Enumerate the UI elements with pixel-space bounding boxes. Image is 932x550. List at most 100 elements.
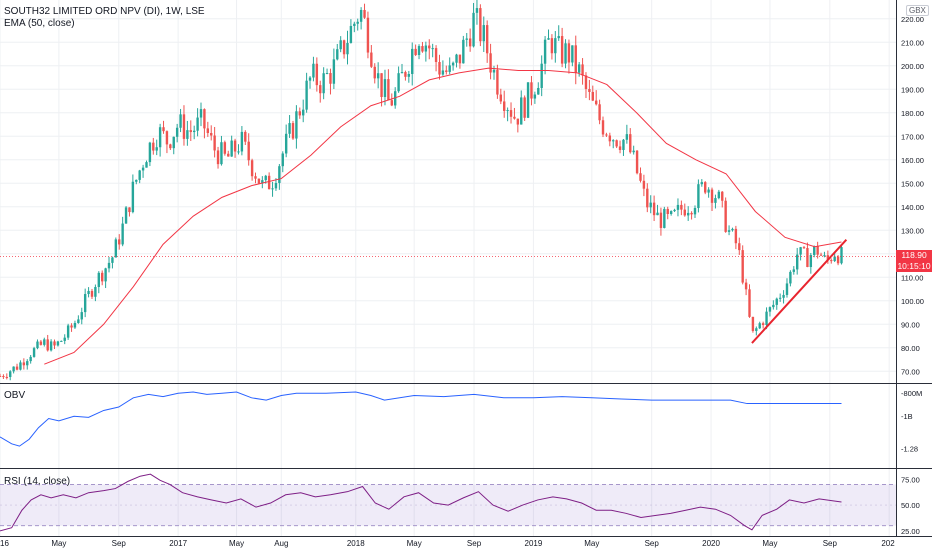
time-axis-label: 202: [881, 539, 895, 548]
candle-body: [325, 73, 329, 75]
candle-body: [199, 109, 203, 118]
candle-body: [526, 82, 530, 118]
candle-body: [363, 9, 366, 18]
candle-body: [588, 89, 591, 92]
time-axis-label: May: [51, 539, 66, 548]
candle: [649, 195, 652, 214]
candle: [642, 174, 646, 197]
candle-body: [693, 208, 697, 215]
candle-body: [462, 39, 465, 64]
candle: [424, 41, 428, 62]
candle: [707, 187, 710, 198]
candle: [97, 271, 100, 294]
candle: [77, 315, 80, 324]
candle-body: [717, 191, 721, 199]
candle-body: [291, 123, 295, 139]
candle: [182, 105, 186, 146]
candle-body: [359, 9, 363, 22]
candle-body: [768, 307, 772, 312]
candle: [772, 300, 775, 310]
candle-body: [543, 39, 547, 64]
candle-body: [704, 182, 707, 193]
candle-body: [107, 262, 111, 269]
candle-body: [663, 208, 666, 228]
time-axis-label: 2018: [347, 539, 365, 548]
candle: [601, 116, 605, 138]
candle: [571, 45, 574, 67]
candle: [540, 55, 543, 97]
candle: [387, 69, 390, 101]
candle: [697, 179, 700, 213]
candle: [32, 346, 36, 358]
candle: [748, 284, 751, 318]
candle: [734, 225, 738, 250]
candle-body: [564, 43, 567, 64]
candle-body: [554, 38, 557, 54]
candle: [629, 128, 632, 154]
candle: [175, 123, 179, 143]
candle-body: [315, 63, 319, 86]
candle: [284, 124, 288, 158]
candle-body: [349, 25, 353, 43]
candle-body: [302, 109, 305, 116]
candle-body: [714, 198, 717, 203]
candle-body: [738, 243, 741, 251]
candle: [414, 44, 417, 57]
candle-body: [489, 53, 492, 73]
candle-body: [32, 348, 36, 357]
candle: [22, 358, 26, 370]
candle: [216, 146, 220, 169]
price-axis-label: 150.00: [901, 179, 924, 188]
candle: [353, 21, 356, 33]
obv-axis-label: -1B: [901, 412, 913, 421]
currency-badge[interactable]: GBX: [906, 5, 929, 16]
candle-body: [26, 361, 29, 366]
candle: [520, 90, 523, 125]
candle-body: [131, 181, 135, 213]
candle: [462, 35, 465, 64]
candle-body: [479, 8, 482, 42]
candle-body: [70, 325, 73, 328]
candle: [111, 256, 114, 269]
candle: [203, 108, 206, 139]
candle: [80, 307, 83, 325]
candle-body: [97, 272, 100, 288]
candle: [141, 164, 145, 178]
candle-body: [792, 269, 795, 272]
candle: [12, 366, 15, 374]
candle: [186, 120, 189, 146]
candle-body: [605, 134, 608, 136]
candle: [43, 337, 46, 347]
candle-body: [196, 117, 199, 131]
candle-body: [66, 325, 70, 338]
time-axis-label: Sep: [112, 539, 127, 548]
candle: [577, 61, 581, 77]
candle: [19, 360, 22, 371]
candle: [710, 187, 714, 212]
candle-body: [680, 204, 683, 210]
candle: [417, 44, 421, 60]
candle-body: [56, 341, 60, 346]
candle: [458, 54, 462, 69]
price-axis-label: 130.00: [901, 226, 924, 235]
candle-body: [601, 120, 605, 135]
candle: [94, 284, 97, 302]
candle-body: [192, 130, 196, 133]
candle: [830, 258, 833, 264]
candle-body: [182, 114, 186, 139]
price-axis-label: 180.00: [901, 109, 924, 118]
candle: [288, 115, 291, 138]
candle: [325, 68, 329, 75]
candle-body: [339, 40, 342, 50]
rsi-legend: RSI (14, close): [4, 476, 71, 487]
candle-body: [799, 247, 802, 255]
candle-body: [387, 79, 390, 101]
time-axis-label: May: [407, 539, 422, 548]
candle: [792, 266, 795, 275]
candle-body: [39, 341, 43, 345]
candle: [66, 323, 70, 340]
candle: [322, 67, 325, 100]
candle-body: [428, 45, 431, 49]
obv-axis-label: -800M: [901, 389, 922, 398]
